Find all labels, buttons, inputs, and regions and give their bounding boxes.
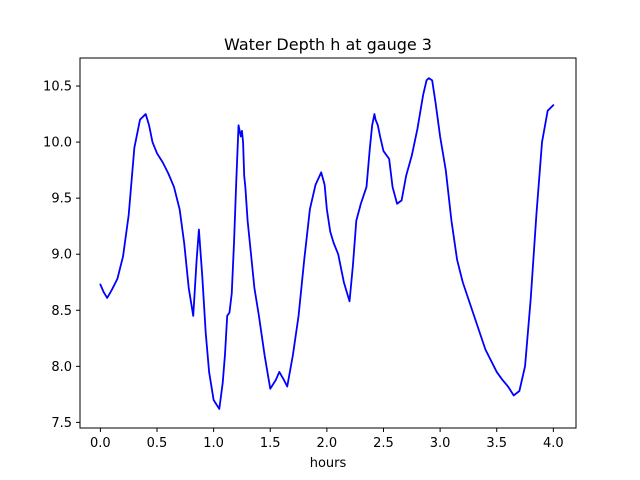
x-tick-label: 0.5 bbox=[147, 436, 168, 451]
x-tick-label: 4.0 bbox=[543, 436, 564, 451]
x-tick-label: 2.5 bbox=[373, 436, 394, 451]
x-tick-label: 1.0 bbox=[203, 436, 224, 451]
x-tick-label: 2.0 bbox=[317, 436, 338, 451]
y-tick-label: 7.5 bbox=[51, 416, 72, 431]
axes-frame bbox=[79, 57, 577, 429]
y-tick-label: 9.5 bbox=[51, 192, 72, 207]
chart-title: Water Depth h at gauge 3 bbox=[224, 35, 432, 54]
y-tick-label: 8.0 bbox=[51, 360, 72, 375]
x-tick-label: 0.0 bbox=[90, 436, 111, 451]
y-axis: 7.5 8.0 8.5 9.0 9.5 10.0 10.5 bbox=[43, 80, 80, 431]
y-tick-label: 9.0 bbox=[51, 248, 72, 263]
y-tick-label: 8.5 bbox=[51, 304, 72, 319]
x-tick-label: 3.0 bbox=[430, 436, 451, 451]
x-axis: 0.0 0.5 1.0 1.5 2.0 2.5 3.0 3.5 4.0 bbox=[90, 428, 564, 451]
y-tick-label: 10.5 bbox=[43, 80, 72, 95]
series-line bbox=[99, 77, 555, 410]
x-axis-label: hours bbox=[310, 456, 347, 471]
x-tick-label: 1.5 bbox=[260, 436, 281, 451]
x-tick-label: 3.5 bbox=[486, 436, 507, 451]
plot-area bbox=[99, 77, 555, 410]
y-tick-label: 10.0 bbox=[43, 136, 72, 151]
